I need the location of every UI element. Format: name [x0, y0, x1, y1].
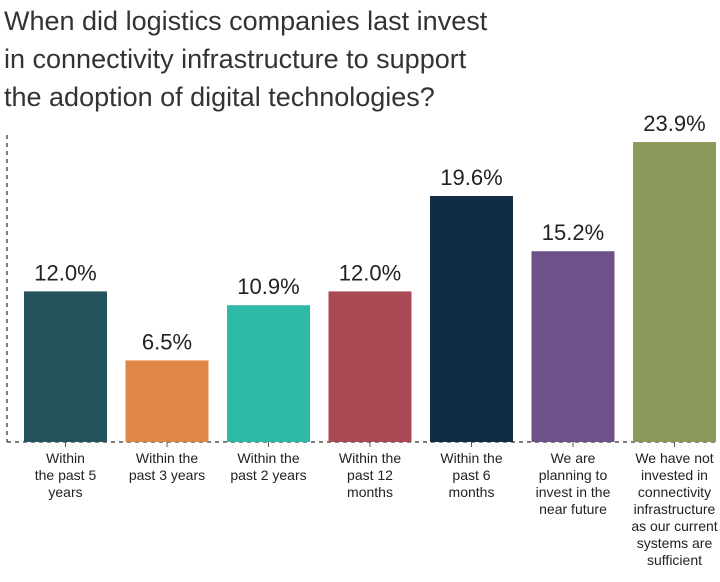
- category-label-7-line-6: systems are: [636, 535, 713, 551]
- category-label-6-line-4: near future: [539, 501, 607, 517]
- category-label-7-line-1: We have not: [635, 450, 714, 466]
- bars-group: [24, 142, 716, 442]
- category-label-3-line-1: Within the: [237, 450, 300, 466]
- category-label-2-line-1: Within the: [135, 450, 199, 466]
- value-label-1: 12.0%: [34, 260, 96, 285]
- category-label-1-line-2: the past 5: [34, 467, 97, 483]
- category-label-7-line-7: sufficient: [647, 552, 702, 568]
- bar-7: [633, 142, 716, 442]
- category-label-1-line-3: years: [48, 484, 83, 500]
- chart-title-line-3: the adoption of digital technologies?: [4, 82, 435, 112]
- category-label-6-line-3: invest in the: [535, 484, 611, 500]
- category-label-7-line-3: connectivity: [637, 484, 712, 500]
- category-label-1-line-1: Within: [46, 450, 85, 466]
- category-label-5-line-1: Within the: [440, 450, 503, 466]
- category-label-7-line-2: invested in: [641, 467, 708, 483]
- category-label-4-line-1: Within the: [338, 450, 402, 466]
- category-label-6: We are planning to invest in the near futur…: [523, 450, 623, 518]
- bar-5: [430, 196, 513, 442]
- tick-marks-group: [65, 442, 675, 447]
- category-label-3: Within the past 2 years: [219, 450, 319, 484]
- bar-4: [328, 291, 412, 442]
- category-label-5-line-3: months: [448, 484, 495, 500]
- chart-title-line-1: When did logistics companies last invest: [4, 6, 488, 36]
- category-label-3-line-2: past 2 years: [230, 467, 307, 483]
- category-label-4-line-2: past 12: [347, 467, 393, 483]
- value-label-6: 15.2%: [542, 220, 604, 245]
- category-label-1: Within the past 5 years: [16, 450, 116, 501]
- category-label-7-line-5: as our current: [631, 518, 718, 534]
- category-label-4-line-3: months: [347, 484, 393, 500]
- category-label-5-line-2: past 6: [452, 467, 491, 483]
- category-label-7: We have not invested in connectivity infras…: [625, 450, 720, 569]
- category-label-2-line-2: past 3 years: [128, 467, 206, 483]
- chart-title: When did logistics companies last invest…: [4, 2, 704, 116]
- bar-1: [24, 291, 107, 442]
- category-label-4: Within the past 12 months: [320, 450, 420, 501]
- value-label-2: 6.5%: [142, 329, 192, 354]
- value-label-7: 23.9%: [643, 111, 705, 136]
- chart-title-line-2: in connectivity infrastructure to suppor…: [4, 44, 467, 74]
- value-label-5: 19.6%: [440, 165, 502, 190]
- category-label-2: Within the past 3 years: [117, 450, 217, 484]
- category-label-5: Within the past 6 months: [422, 450, 522, 501]
- value-labels-group: 12.0% 6.5% 10.9% 12.0% 19.6% 15.2% 23.9%: [34, 111, 705, 354]
- value-label-3: 10.9%: [237, 274, 299, 299]
- bar-3: [227, 305, 310, 442]
- category-label-6-line-2: planning to: [538, 467, 608, 483]
- bar-6: [531, 251, 615, 442]
- value-label-4: 12.0%: [339, 260, 401, 285]
- category-label-6-line-1: We are: [550, 450, 596, 466]
- bar-2: [125, 360, 209, 442]
- category-label-7-line-4: infrastructure: [633, 501, 716, 517]
